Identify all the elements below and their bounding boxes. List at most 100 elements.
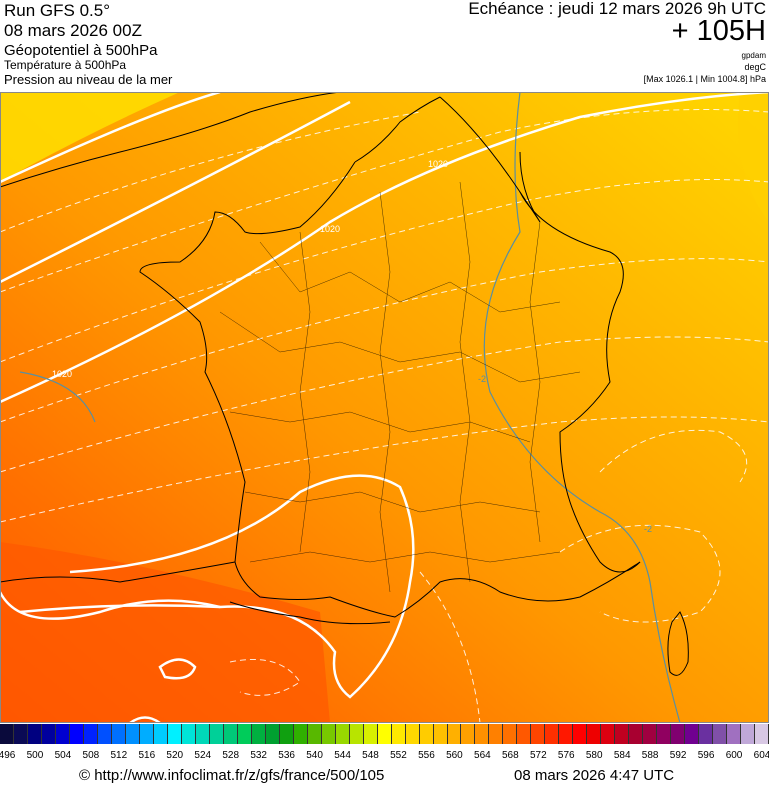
color-scale-tick: 544 — [334, 750, 351, 761]
color-scale-swatch-532 — [251, 724, 266, 744]
department-borders — [219, 181, 581, 593]
color-scale-tick: 528 — [222, 750, 240, 761]
color-scale-tick: 520 — [166, 750, 184, 761]
color-scale-swatch-584 — [615, 724, 630, 744]
color-scale-swatch-576 — [559, 724, 574, 744]
color-scale-swatch-594 — [685, 724, 700, 744]
coastlines-borders — [0, 92, 689, 676]
color-scale-swatch-574 — [545, 724, 560, 744]
color-scale-swatch-498 — [13, 724, 28, 744]
color-scale-swatch-556 — [419, 724, 434, 744]
color-scale-tick: 508 — [82, 750, 100, 761]
color-scale-swatch-602 — [741, 724, 756, 744]
field-temperature: Température à 500hPa — [4, 58, 127, 72]
color-scale-swatch-582 — [601, 724, 616, 744]
color-scale-swatch-552 — [391, 724, 406, 744]
color-scale-tick: 600 — [725, 750, 743, 761]
color-scale-swatch-604 — [755, 724, 769, 744]
color-scale-swatch-502 — [41, 724, 56, 744]
color-scale-tick: 540 — [306, 750, 323, 761]
contour-label: 1020 — [428, 159, 448, 169]
color-scale-swatch-586 — [629, 724, 644, 744]
color-scale-swatch-504 — [55, 724, 70, 744]
isotherms — [0, 109, 769, 723]
isotherm-minus2 — [19, 92, 681, 723]
color-scale-swatch-558 — [433, 724, 448, 744]
run-label: Run GFS 0.5° — [4, 1, 111, 20]
pressure-minmax: [Max 1026.1 | Min 1004.8] hPa — [643, 74, 766, 84]
yellow-zone — [0, 92, 180, 182]
color-scale-tick: 564 — [474, 750, 491, 761]
color-scale-swatch-534 — [265, 724, 280, 744]
color-scale-swatch-524 — [195, 724, 210, 744]
color-scale-tick: 504 — [54, 750, 72, 761]
color-scale-swatch-520 — [167, 724, 182, 744]
color-scale-tick: 552 — [390, 750, 407, 761]
echeance-label: Echéance : jeudi 12 mars 2026 9h UTC — [468, 0, 766, 18]
color-scale-tick: 496 — [0, 750, 16, 761]
color-scale-swatch-568 — [503, 724, 518, 744]
lead-time: + 105H — [671, 15, 766, 47]
pressure-contours — [0, 92, 769, 723]
color-scale-swatch-600 — [727, 724, 742, 744]
color-scale-tick: 592 — [669, 750, 687, 761]
color-scale-swatch-578 — [573, 724, 588, 744]
color-scale-swatch-592 — [671, 724, 686, 744]
color-scale-tick: 516 — [138, 750, 156, 761]
unit-degc: degC — [744, 62, 766, 72]
contour-label: 1020 — [320, 224, 340, 234]
color-scale-tick: 524 — [194, 750, 212, 761]
color-scale-labels: 496 500 504 508 512 516 520 524 528 532 536 540 544 5… — [0, 750, 769, 762]
color-scale-swatch-526 — [209, 724, 224, 744]
color-scale-tick: 604 — [753, 750, 769, 761]
color-scale-swatch-546 — [349, 724, 364, 744]
color-scale-swatch-522 — [181, 724, 196, 744]
color-scale-swatch-550 — [377, 724, 392, 744]
color-scale-tick: 556 — [418, 750, 435, 761]
isotherm-label: -2 — [644, 524, 652, 534]
color-scale-swatch-506 — [69, 724, 84, 744]
color-scale-tick: 568 — [501, 750, 519, 761]
color-scale-tick: 580 — [585, 750, 603, 761]
color-scale-swatch-508 — [83, 724, 98, 744]
color-scale-swatch-570 — [517, 724, 532, 744]
color-scale-swatch-566 — [489, 724, 504, 744]
color-scale-swatch-518 — [153, 724, 168, 744]
color-scale-tick: 596 — [697, 750, 715, 761]
color-scale-swatch-528 — [223, 724, 238, 744]
source-url[interactable]: © http://www.infoclimat.fr/z/gfs/france/… — [79, 767, 385, 784]
color-scale-swatch-542 — [321, 724, 336, 744]
field-pressure: Pression au niveau de la mer — [4, 72, 173, 87]
color-scale-swatch-530 — [237, 724, 252, 744]
color-scale-swatch-514 — [125, 724, 140, 744]
color-scale-swatch-544 — [335, 724, 350, 744]
color-scale-tick: 532 — [250, 750, 267, 761]
color-scale-swatch-588 — [643, 724, 658, 744]
color-scale-tick: 584 — [613, 750, 631, 761]
color-scale-tick: 560 — [446, 750, 463, 761]
isotherm-label: -2 — [478, 374, 486, 384]
red-zone — [0, 542, 330, 723]
color-scale-tick: 576 — [557, 750, 575, 761]
color-scale-swatch-516 — [139, 724, 154, 744]
color-scale-swatch-564 — [475, 724, 490, 744]
color-scale-swatch-500 — [27, 724, 42, 744]
color-scale-swatch-536 — [279, 724, 294, 744]
color-scale-swatch-598 — [713, 724, 728, 744]
color-scale-tick: 536 — [278, 750, 295, 761]
color-scale-swatch-560 — [447, 724, 462, 744]
color-scale-swatch-548 — [363, 724, 378, 744]
generated-timestamp: 08 mars 2026 4:47 UTC — [514, 767, 675, 784]
color-scale-tick: 500 — [26, 750, 44, 761]
unit-gpdam: gpdam — [741, 51, 766, 60]
color-scale-swatch-580 — [587, 724, 602, 744]
color-scale-tick: 572 — [529, 750, 547, 761]
color-scale-swatch-590 — [657, 724, 672, 744]
color-scale-swatch-554 — [405, 724, 420, 744]
color-scale-swatch-540 — [307, 724, 322, 744]
run-date: 08 mars 2026 00Z — [4, 21, 142, 40]
weather-map: 1020 1020 1020 -2 -2 — [0, 92, 769, 723]
color-scale-swatch-496 — [0, 724, 14, 744]
color-scale-swatch-510 — [97, 724, 112, 744]
color-scale-swatch-512 — [111, 724, 126, 744]
